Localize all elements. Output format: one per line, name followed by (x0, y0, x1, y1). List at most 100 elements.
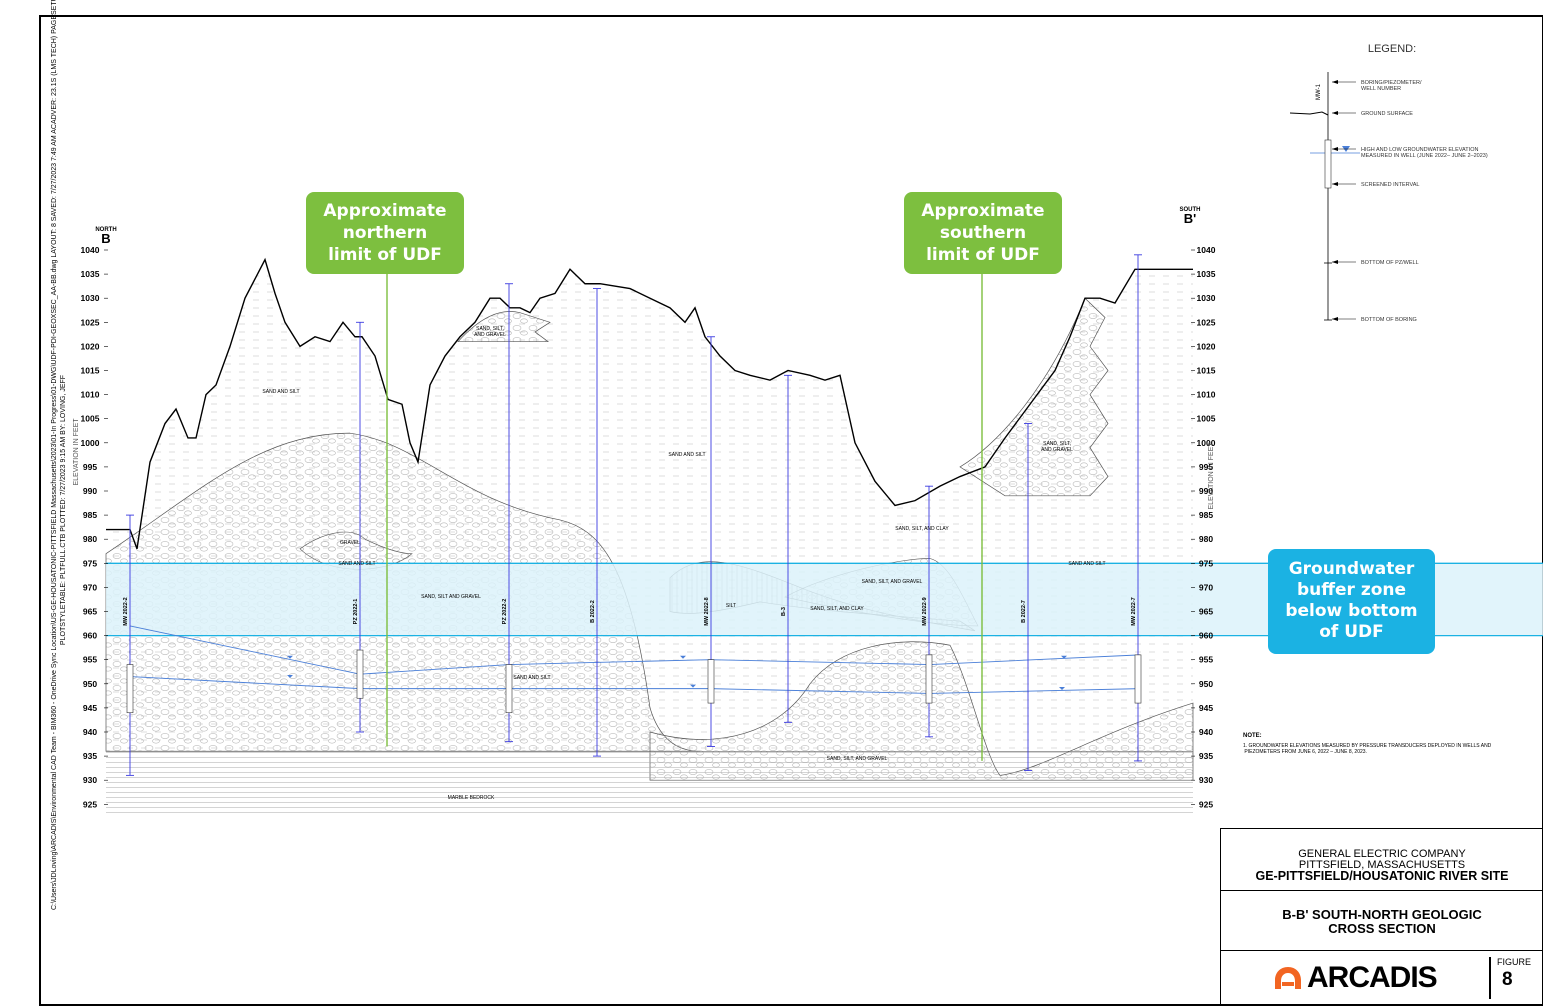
legend-arrow (1332, 317, 1338, 321)
gravel-wedge-south (959, 297, 1109, 497)
legend-screen (1324, 139, 1332, 189)
well-label: PZ 2022-1 (353, 599, 359, 625)
buffer-zone-callout: Groundwater buffer zone below bottom of … (1268, 549, 1435, 654)
unit-label: SAND AND SILT (513, 675, 550, 681)
right-elevation-tick: 935 (1199, 751, 1213, 761)
left-elevation-tick: 1030 (81, 293, 100, 303)
client-location: PITTSFIELD, MASSACHUSETTS (1298, 859, 1466, 871)
unit-label: SAND, SILT, AND GRAVEL (1041, 441, 1073, 453)
low-groundwater-line (129, 676, 1141, 694)
left-elevation-tick: 1025 (81, 317, 100, 327)
water-level-marker (1061, 655, 1067, 659)
right-elevation-tick: 960 (1199, 631, 1213, 641)
drawing-title-line-2: CROSS SECTION (1328, 921, 1436, 936)
gravel-lens-top (457, 311, 551, 342)
well-label: MW 2022-7 (1131, 597, 1137, 625)
water-level-marker (1059, 687, 1065, 691)
cross-section: 1040 1040 1035 1035 1030 1030 1025 1025 1020 1020… (81, 245, 1543, 814)
left-elevation-tick: 965 (83, 607, 97, 617)
screened-interval (1134, 654, 1142, 704)
left-elevation-tick: 935 (83, 751, 97, 761)
legend-ground-line (1289, 111, 1329, 116)
left-elevation-tick: 1020 (81, 341, 100, 351)
left-elevation-tick: 975 (83, 558, 97, 568)
unit-label: SAND, SILT, AND CLAY (895, 526, 949, 532)
ground-surface-line (106, 257, 1193, 550)
sheet-border (39, 15, 1543, 1006)
left-elevation-tick: 990 (83, 486, 97, 496)
left-elevation-tick: 1010 (81, 390, 100, 400)
right-elevation-tick: 975 (1199, 558, 1213, 568)
right-elevation-tick: 980 (1199, 534, 1213, 544)
unit-label: SAND, SILT, AND GRAVEL (827, 756, 888, 762)
water-level-marker (287, 655, 293, 659)
title-block-title: B-B' SOUTH-NORTH GEOLOGIC CROSS SECTION (1221, 891, 1543, 951)
right-elevation-tick: 1030 (1197, 293, 1216, 303)
high-groundwater-line (129, 625, 1141, 675)
title-block-client: GENERAL ELECTRIC COMPANY PITTSFIELD, MAS… (1221, 829, 1543, 891)
well-label: MW 2022-8 (704, 597, 710, 625)
legend-item-label: GROUND SURFACE (1361, 111, 1413, 117)
right-elevation-tick: 1000 (1197, 438, 1216, 448)
arcadis-logo: ARCADIS (1273, 961, 1438, 995)
right-elevation-tick: 990 (1199, 486, 1213, 496)
legend: MW-1 BORING/PIEZOMETER/WELL NUMBER GROUND … (1243, 72, 1492, 755)
water-level-marker (287, 674, 293, 678)
arcadis-mark-icon (1275, 967, 1301, 989)
client-name: GENERAL ELECTRIC COMPANY (1298, 848, 1466, 860)
right-elevation-tick: 955 (1199, 655, 1213, 665)
left-elevation-tick: 960 (83, 631, 97, 641)
buffer-zone-text: Groundwater buffer zone below bottom of … (1285, 559, 1418, 642)
left-elevation-tick: 940 (83, 727, 97, 737)
well-label: B 2022-7 (1021, 600, 1027, 623)
figure-number: 8 (1502, 969, 1513, 990)
left-elevation-tick: 950 (83, 679, 97, 689)
screened-interval (925, 654, 933, 704)
bedrock-fill (106, 751, 1193, 814)
right-elevation-tick: 950 (1199, 679, 1213, 689)
unit-label: SAND, SILT AND GRAVEL (421, 594, 481, 600)
well-label: MW 2022-9 (922, 597, 928, 625)
left-elevation-tick: 930 (83, 775, 97, 785)
figure-label: FIGURE (1497, 957, 1532, 967)
right-elevation-tick: 940 (1199, 727, 1213, 737)
figure-divider (1489, 957, 1491, 999)
right-elevation-tick: 945 (1199, 703, 1213, 713)
south-section-letter: B' (1184, 211, 1196, 226)
right-elevation-tick: 930 (1199, 775, 1213, 785)
right-elevation-tick: 1005 (1197, 414, 1216, 424)
unit-label: SAND AND SILT (1068, 561, 1105, 567)
well-label: PZ 2022-2 (502, 599, 508, 625)
right-elevation-tick: 1040 (1197, 245, 1216, 255)
left-elevation-tick: 1000 (81, 438, 100, 448)
unit-label: SILT (726, 603, 736, 609)
legend-item-label: BOTTOM OF PZ/WELL (1361, 260, 1419, 266)
left-elevation-tick: 1005 (81, 414, 100, 424)
legend-arrow (1332, 80, 1338, 84)
legend-title: LEGEND: (1368, 43, 1416, 55)
note-text: 1. GROUNDWATER ELEVATIONS MEASURED BY PR… (1243, 743, 1492, 755)
left-elevation-tick: 985 (83, 510, 97, 520)
legend-arrow (1332, 260, 1338, 264)
screened-interval (126, 664, 134, 714)
north-direction-label: NORTH (95, 227, 116, 233)
well-label: B 2022-2 (590, 600, 596, 623)
right-elevation-tick: 985 (1199, 510, 1213, 520)
north-section-letter: B (101, 231, 110, 246)
left-elevation-tick: 1040 (81, 245, 100, 255)
left-elevation-tick: 925 (83, 799, 97, 809)
well-label: B-3 (781, 607, 787, 616)
unit-label: MARBLE BEDROCK (448, 795, 495, 801)
unit-label: SAND AND SILT (338, 561, 375, 567)
legend-well-name: MW-1 (1316, 83, 1322, 100)
unit-label: GRAVEL (340, 540, 360, 546)
right-elevation-tick: 1020 (1197, 341, 1216, 351)
unit-label: SAND AND SILT (668, 452, 705, 458)
gravel-south (649, 641, 1194, 781)
water-level-marker (690, 684, 696, 688)
south-direction-label: SOUTH (1180, 207, 1201, 213)
screened-interval (505, 664, 513, 714)
unit-label: SAND, SILT, AND GRAVEL (862, 579, 923, 585)
legend-item-label: BORING/PIEZOMETER/WELL NUMBER (1361, 80, 1422, 92)
